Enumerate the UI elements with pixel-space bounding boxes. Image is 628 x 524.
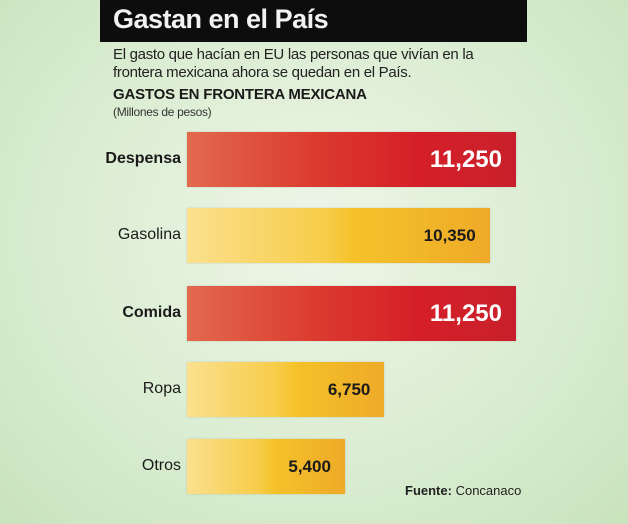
chart-heading: GASTOS EN FRONTERA MEXICANA: [113, 86, 367, 103]
category-label: Ropa: [142, 380, 181, 397]
category-label: Gasolina: [117, 226, 181, 243]
chart-subtitle: El gasto que hacían en EU las personas q…: [113, 46, 474, 81]
bar-otros: 5,400: [187, 439, 345, 494]
source-note: Fuente: Concanaco: [405, 483, 521, 498]
category-label: Otros: [141, 457, 181, 474]
bar-despensa: 11,250: [187, 132, 516, 187]
chart-title: Gastan en el País: [113, 4, 329, 34]
title-bar: [100, 0, 527, 42]
unit-label: (Millones de pesos): [113, 105, 212, 119]
source-name: Concanaco: [455, 483, 522, 498]
source-label: Fuente:: [405, 483, 452, 498]
bar-ropa: 6,750: [187, 362, 385, 417]
data-label: 5,400: [288, 456, 331, 476]
category-label: Despensa: [105, 150, 181, 167]
bar-comida: 11,250: [187, 286, 516, 341]
data-label: 11,250: [429, 299, 502, 327]
data-label: 11,250: [429, 145, 502, 173]
category-label: Comida: [122, 304, 181, 321]
data-label: 6,750: [327, 379, 371, 399]
data-label: 10,350: [423, 225, 476, 245]
bar-gasolina: 10,350: [187, 208, 490, 263]
